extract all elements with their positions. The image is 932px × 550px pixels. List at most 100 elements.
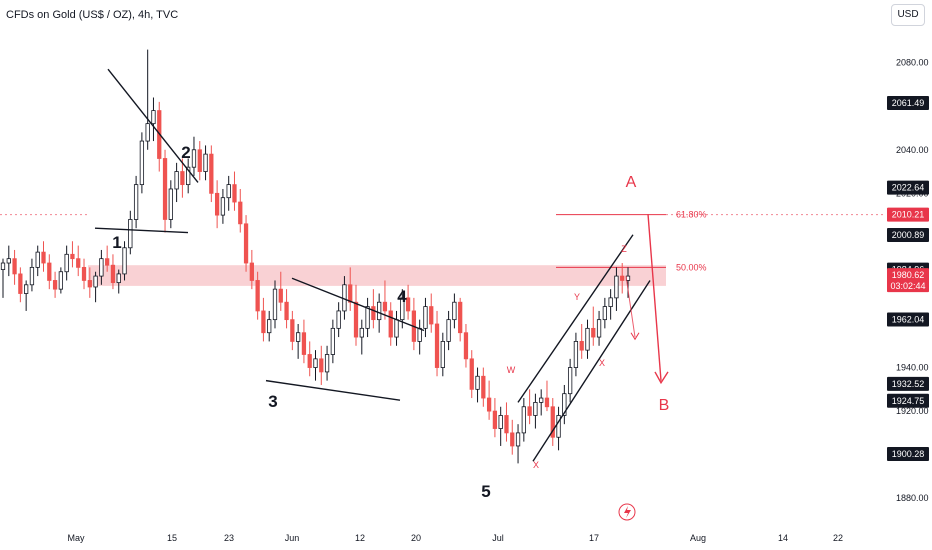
candle-body	[272, 288, 278, 321]
candle	[463, 324, 469, 368]
candle	[562, 384, 567, 425]
candle	[527, 389, 532, 425]
candle-body	[388, 310, 393, 338]
candle	[440, 332, 445, 377]
price-tag-bg	[887, 227, 929, 242]
candles-layer	[0, 49, 631, 464]
candle-body	[515, 432, 521, 447]
candle-body	[348, 284, 353, 303]
candle-body	[226, 184, 231, 199]
candle	[301, 319, 307, 364]
candle	[313, 350, 318, 381]
candle-body	[573, 341, 579, 368]
corrective-label-y: Y	[574, 292, 580, 302]
candle	[0, 258, 6, 298]
candle	[168, 180, 173, 229]
candle	[556, 406, 561, 451]
currency-button[interactable]: USD	[891, 4, 925, 26]
candle-body	[24, 284, 29, 294]
candle	[452, 293, 457, 329]
candle	[434, 310, 440, 377]
candle	[81, 258, 87, 290]
candle	[585, 319, 590, 359]
wave-label-2: 2	[181, 143, 190, 162]
channel-upper-line	[517, 234, 634, 403]
price-tag-label: 1900.28	[892, 449, 925, 459]
candle	[35, 245, 40, 277]
candle-body	[151, 110, 156, 125]
wave-label-3: 3	[268, 392, 277, 411]
candle	[550, 398, 555, 446]
wave-label-5: 5	[481, 482, 490, 501]
candle-body	[556, 415, 561, 438]
candle-body	[382, 301, 388, 312]
candle-body	[87, 280, 92, 288]
candle	[602, 297, 607, 329]
candle-body	[469, 358, 474, 390]
candle-body	[602, 306, 607, 321]
candle-body	[486, 397, 492, 412]
price-tag-label: 1962.04	[892, 315, 925, 325]
candle	[226, 175, 231, 211]
candle	[446, 310, 451, 351]
price-tag-label: 1924.75	[892, 396, 925, 406]
projection-arrow-b-head	[654, 371, 669, 385]
price-tag-label: 2010.21	[892, 210, 925, 220]
candle	[186, 158, 191, 194]
x-tick-label: 15	[167, 533, 177, 543]
candle	[191, 136, 197, 176]
candle	[405, 284, 411, 320]
candle-body	[417, 327, 422, 342]
candle	[18, 267, 23, 303]
candle	[475, 367, 480, 403]
candle-body	[139, 140, 145, 186]
candle-body	[458, 301, 463, 334]
target-label-b: B	[659, 397, 670, 414]
wave-labels-layer: 1 2 3 4 5 W X Y X Z A B	[112, 143, 670, 521]
projection-arrow-b	[647, 213, 662, 381]
candle-body	[377, 301, 382, 321]
candle-body	[6, 258, 11, 264]
candle-body	[191, 149, 197, 168]
candle	[24, 280, 29, 311]
candle	[591, 306, 596, 346]
candle-body	[301, 332, 307, 355]
candle	[579, 324, 584, 359]
candle-body	[585, 327, 590, 351]
candle-body	[463, 332, 469, 360]
candle-body	[365, 306, 370, 329]
price-tag-bg	[887, 207, 929, 222]
candle-body	[255, 280, 260, 312]
candle-body	[539, 397, 544, 403]
candle	[209, 145, 214, 203]
candle-body	[596, 319, 602, 338]
candle-body	[209, 153, 214, 194]
candle-body	[249, 262, 254, 281]
x-tick-label: Jul	[492, 533, 504, 543]
candle-body	[527, 406, 532, 416]
candle	[52, 271, 58, 298]
wedge-lower-line	[265, 379, 401, 401]
candle	[197, 141, 202, 181]
resistance-zone-layer	[88, 265, 666, 286]
candle	[151, 97, 156, 142]
candle	[128, 210, 133, 255]
price-tag-bg	[887, 312, 929, 327]
candle	[423, 297, 428, 338]
candle	[70, 241, 75, 268]
candle-body	[267, 319, 272, 334]
candle	[330, 319, 335, 364]
x-tick-label: 22	[833, 533, 843, 543]
price-tag: 1962.04	[887, 312, 929, 327]
last-price-countdown: 03:02:44	[890, 281, 925, 291]
y-tick-label: 1920.00	[896, 406, 929, 416]
target-label-a: A	[626, 174, 637, 191]
candle	[220, 188, 226, 224]
candle-body	[405, 297, 411, 312]
candle	[203, 145, 208, 181]
candle	[573, 332, 579, 377]
candle-body	[238, 201, 243, 225]
candle	[411, 297, 417, 351]
price-tag: 2061.49	[887, 95, 929, 110]
